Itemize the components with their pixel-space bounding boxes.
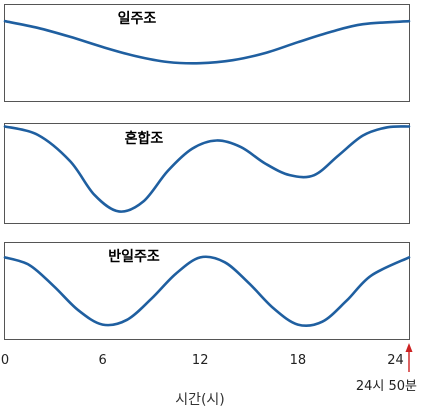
- panel-mixed: 혼합조: [3, 123, 411, 224]
- x-tick-label-18: 18: [290, 353, 307, 368]
- series-line-mixed: [3, 125, 411, 213]
- x-axis: 0 6 12 18 24 시간(시) 24시 50분: [1, 343, 417, 408]
- panel-title-diurnal: 일주조: [118, 11, 157, 27]
- panel-frame: [4, 242, 410, 340]
- panel-title-mixed: 혼합조: [125, 130, 164, 147]
- panel-frame: [4, 123, 410, 224]
- x-axis-label: 시간(시): [175, 392, 225, 408]
- panel-frame: [4, 4, 410, 102]
- annotation-label: 24시 50분: [356, 379, 417, 394]
- series-line-diurnal: [3, 19, 411, 65]
- panel-diurnal: 일주조: [3, 4, 411, 102]
- annotation-arrow-head: [405, 343, 413, 352]
- series-line-semidiurnal: [3, 255, 411, 328]
- x-tick-label-24: 24: [387, 353, 404, 368]
- panel-semidiurnal: 반일주조: [3, 242, 411, 340]
- panel-title-semidiurnal: 반일주조: [108, 248, 160, 265]
- x-tick-label-0: 0: [1, 353, 9, 368]
- x-tick-label-12: 12: [192, 353, 209, 368]
- x-tick-label-6: 6: [98, 353, 106, 368]
